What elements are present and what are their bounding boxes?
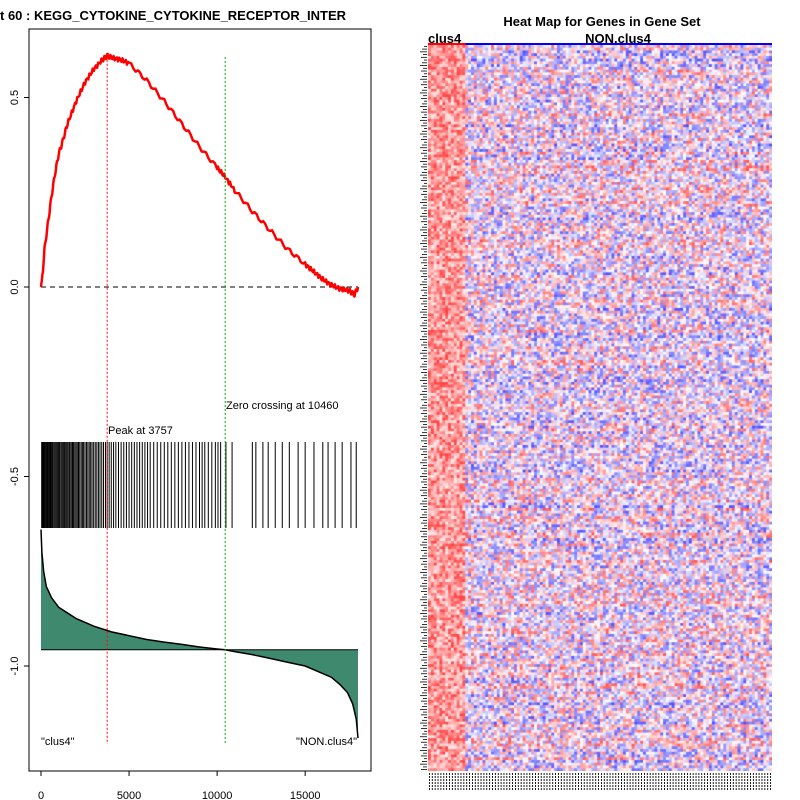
enrichment-plot: t 60 : KEGG_CYTOKINE_CYTOKINE_RECEPTOR_I… [0, 8, 372, 800]
plot-frame [28, 28, 372, 772]
heatmap-col-labels [428, 773, 772, 790]
x-tick-label: 10000 [202, 790, 233, 800]
heatmap-group-label-clus4: clus4 [428, 31, 462, 46]
zero-crossing-annotation: Zero crossing at 10460 [226, 400, 339, 412]
heatmap-row-labels [420, 45, 427, 771]
x-tick-label: 5000 [117, 790, 141, 800]
es-curve [39, 52, 360, 298]
heatmap-title: Heat Map for Genes in Gene Set [503, 14, 701, 29]
y-tick-label: 0.0 [9, 279, 21, 294]
running-es-series [39, 52, 360, 298]
group-label-left: "clus4" [41, 736, 75, 748]
heatmap-group-label-non-clus4: NON.clus4 [585, 31, 652, 46]
enrichment-plot-title: t 60 : KEGG_CYTOKINE_CYTOKINE_RECEPTOR_I… [0, 8, 347, 23]
heatmap-grid [428, 45, 772, 771]
marker-lines [106, 55, 226, 744]
gene-hit-ticks [41, 442, 357, 528]
x-tick-label: 0 [38, 790, 44, 800]
y-tick-label: -0.5 [9, 467, 21, 486]
annotations: Peak at 3757 Zero crossing at 10460 "clu… [41, 400, 357, 748]
y-tick-label: 0.5 [9, 90, 21, 105]
metric-fill [41, 529, 358, 739]
y-axis: -1.0 -0.5 0.0 0.5 [9, 90, 29, 676]
x-tick-label: 15000 [290, 790, 321, 800]
y-tick-label: -1.0 [9, 657, 21, 676]
metric-curve [40, 529, 359, 739]
x-axis: 0 5000 10000 15000 [38, 771, 321, 800]
ranked-metric-area [40, 529, 359, 739]
peak-annotation: Peak at 3757 [108, 425, 173, 437]
group-label-right: "NON.clus4" [296, 736, 357, 748]
